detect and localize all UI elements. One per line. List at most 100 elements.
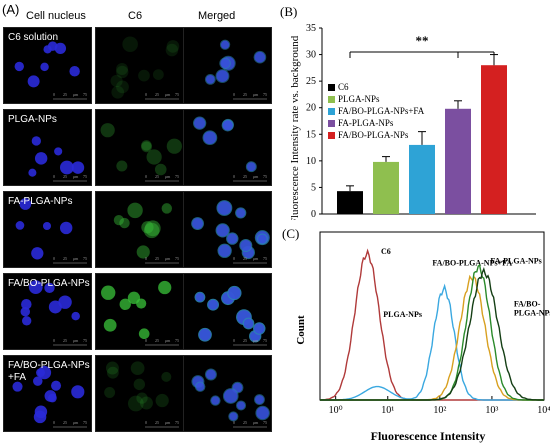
legend-label: FA/BO-PLGA-NPs [338, 130, 409, 140]
scale-tick-label: 0 [53, 174, 55, 179]
scale-tick-label: 75 [83, 338, 87, 343]
series-label-line: FA/BO-PLGA-NPs+FA [432, 258, 512, 267]
cell-green [119, 217, 130, 229]
cell-green [127, 395, 144, 412]
cell-merged-core [223, 389, 238, 403]
cell-green [143, 222, 160, 239]
scale-tick-label: 25 [243, 92, 247, 97]
scale-tick-label: μm [253, 92, 259, 97]
panel-a-label: (A) [2, 2, 20, 17]
legend-swatch [328, 132, 335, 139]
scale-tick-label: 25 [243, 338, 247, 343]
x-tick-label: 10⁴ [537, 405, 550, 416]
micrograph-tile: 0 25 μm 75 FA/BO-PLGA-NPs +FA [3, 355, 92, 432]
row-label: FA/BO-PLGA-NPs [8, 278, 90, 289]
cell-green [136, 245, 150, 259]
y-tick-label: 20 [306, 103, 316, 114]
y-tick-label: 35 [306, 23, 316, 34]
micrograph-tile: 0 25 μm 75 [95, 27, 184, 104]
cell-nucleus [27, 75, 40, 88]
scale-tick-label: 25 [63, 420, 67, 425]
cell-green [141, 221, 154, 234]
x-tick-label: 10¹ [381, 405, 394, 416]
cell-green [139, 396, 153, 410]
cell-nucleus [28, 280, 43, 295]
significance-label: ** [416, 33, 429, 48]
cell-green [116, 65, 129, 79]
cell-nucleus [34, 152, 48, 165]
cell-green [100, 123, 115, 138]
cell-green [122, 36, 138, 52]
cell-merged-core [236, 208, 246, 218]
cell-nucleus [48, 300, 62, 314]
row-label: FA/BO-PLGA-NPs +FA [8, 360, 90, 383]
cell-merged-core [211, 396, 220, 405]
scale-tick-label: 75 [175, 338, 179, 343]
histogram-series [320, 266, 544, 401]
scale-tick-label: 0 [233, 420, 235, 425]
cell-green [138, 328, 150, 340]
panel-b-label: (B) [280, 4, 297, 19]
scale-tick-label: 25 [155, 338, 159, 343]
scale-tick-label: 0 [145, 174, 147, 179]
cell-green [103, 318, 117, 332]
row-label: C6 solution [8, 32, 59, 43]
cell-nucleus [21, 298, 32, 310]
micrograph-image: 0 25 μm 75 [113, 202, 179, 264]
micrograph-tile: 0 25 μm 75 [95, 355, 184, 432]
scale-tick-label: μm [73, 256, 79, 261]
cell-green [111, 85, 125, 99]
histogram-series [320, 283, 544, 401]
micrograph-tile: 0 25 μm 75 [183, 109, 272, 186]
cell-green [141, 140, 152, 151]
scale-tick-label: 0 [145, 338, 147, 343]
cell-green [113, 215, 124, 226]
micrograph-tile: 0 25 μm 75 [95, 273, 184, 350]
cell-green [116, 63, 129, 75]
scale-tick-label: μm [165, 174, 171, 179]
cell-green [154, 163, 167, 176]
cell-nucleus [59, 160, 74, 175]
cell-nucleus [37, 365, 52, 380]
cell-nucleus [44, 390, 57, 402]
y-tick-label: 25 [306, 76, 316, 87]
scale-tick-label: μm [253, 256, 259, 261]
panel-c-label: (C) [282, 226, 299, 241]
scale-tick-label: 75 [263, 338, 267, 343]
cell-green [110, 74, 123, 88]
series-label-line: PLGA-NPs [514, 308, 550, 317]
series-label-line: C6 [381, 247, 391, 256]
column-header-nucleus: Cell nucleus [26, 10, 86, 22]
histogram-ylabel: Count [295, 315, 307, 345]
scale-tick-label: 75 [175, 256, 179, 261]
cell-nucleus [12, 381, 23, 392]
scale-tick-label: μm [253, 174, 259, 179]
cell-merged-core [195, 382, 205, 391]
x-tick-label: 10³ [485, 405, 498, 416]
scale-tick-label: 0 [53, 338, 55, 343]
cell-merged-core [208, 299, 219, 310]
cell-nucleus [71, 161, 85, 174]
cell-green [127, 291, 141, 305]
micrograph-tile: 0 25 μm 75 [95, 109, 184, 186]
series-label: PLGA-NPs [383, 310, 422, 319]
cell-green [130, 361, 145, 376]
cell-merged-core [240, 239, 252, 251]
scale-tick-label: 25 [243, 174, 247, 179]
micrograph-tile: 0 25 μm 75 [183, 27, 272, 104]
scale-tick-label: 0 [233, 338, 235, 343]
panel-a: (A) Cell nucleus C6 Merged 0 25 μm 75 C6 sol… [2, 2, 272, 432]
micrograph-image: 0 25 μm 75 [14, 41, 87, 100]
cell-nucleus [31, 136, 41, 146]
scale-tick-label: 0 [53, 420, 55, 425]
cell-merged-core [216, 70, 229, 83]
scale-tick-label: 75 [175, 174, 179, 179]
cell-nucleus [21, 316, 32, 326]
bar-chart-panel-b: (B) Fluorescence Intensity rate vs. back… [280, 4, 536, 220]
micrograph-image: 0 25 μm 75 [12, 365, 87, 428]
micrograph-tile: 0 25 μm 75 C6 solution [3, 27, 92, 104]
scale-tick-label: 25 [155, 256, 159, 261]
cell-nucleus [59, 221, 73, 235]
cell-merged-core [236, 401, 246, 410]
cell-green [141, 141, 152, 153]
